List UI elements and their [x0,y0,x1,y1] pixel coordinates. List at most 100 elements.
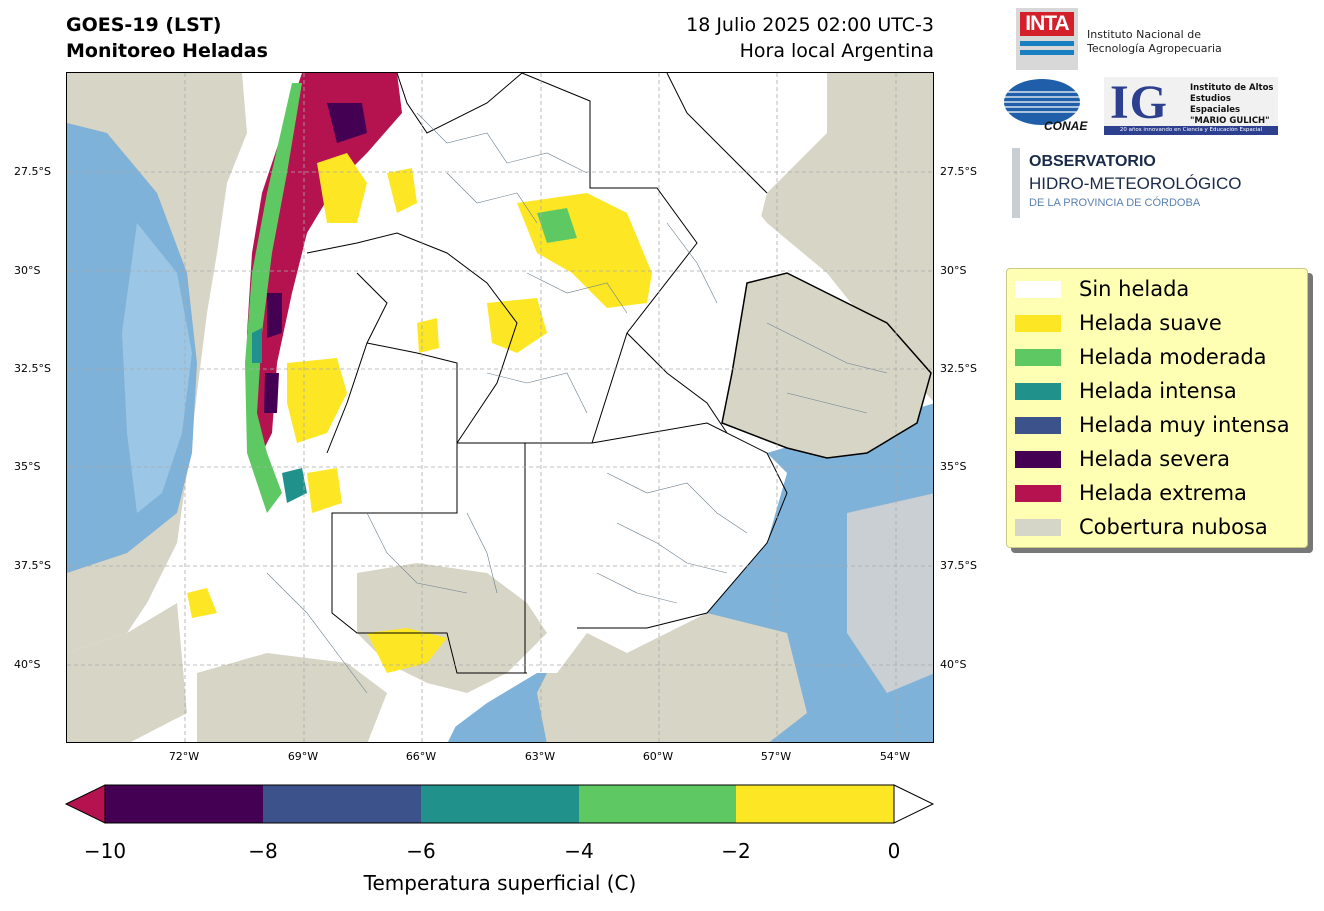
inta-name: Instituto Nacional de Tecnología Agropec… [1087,28,1222,56]
legend-item: Sin helada [1015,276,1189,302]
legend-swatch [1015,314,1061,332]
colorbar-tick: 0 [887,839,901,863]
inta-stripe [1020,41,1074,46]
legend-item: Helada severa [1015,446,1230,472]
conae-text: CONAE [1044,119,1088,132]
date-line: 18 Julio 2025 02:00 UTC-3 [686,14,934,36]
colorbar-segment [263,785,421,823]
ig-tagline: 20 años innovando en Ciencia y Educación… [1104,126,1278,135]
lat-label-left: 37.5°S [14,559,51,572]
south-clouds [197,653,387,742]
colorbar-segment [421,785,579,823]
colorbar-under-arrow [64,784,106,824]
lat-label-left: 32.5°S [14,362,51,375]
legend-label: Helada severa [1079,447,1230,471]
ig-text-line: "MARIO GULICH" [1190,116,1270,126]
lat-label-left: 40°S [14,658,41,671]
atlantic-water [447,403,933,742]
uruguay [721,272,932,459]
map-legend: Sin helada Helada suave Helada moderada … [1006,268,1308,548]
ig-text: Instituto de Altos Estudios Espaciales "… [1190,83,1278,127]
south-pacific-clouds [67,603,187,742]
colorbar-outline [104,784,895,824]
legend-item: Cobertura nubosa [1015,514,1268,540]
colorbar-segment [105,785,263,823]
legend-label: Helada moderada [1079,345,1267,369]
map-datetime: 18 Julio 2025 02:00 UTC-3 Hora local Arg… [686,12,934,64]
legend-swatch [1015,484,1061,502]
observatorio-title: OBSERVATORIO [1029,153,1156,170]
lat-label-right: 30°S [940,264,967,277]
mild-frost-south [187,588,447,673]
legend-item: Helada muy intensa [1015,412,1290,438]
province-borders [306,73,788,674]
legend-label: Helada extrema [1079,481,1247,505]
lat-label-left: 35°S [14,460,41,473]
legend-swatch [1015,518,1061,536]
colorbar-tick: −6 [406,839,436,863]
colorbar-tick: −10 [83,839,127,863]
lon-label: 54°W [879,750,911,763]
colorbar-segment [579,785,736,823]
legend-item: Helada suave [1015,310,1222,336]
lat-label-left: 30°S [14,264,41,277]
lon-label: 69°W [287,750,319,763]
colorbar-over-arrow [893,784,935,824]
map-gridlines [67,73,933,742]
legend-swatch [1015,280,1061,298]
colorbar-tick: −4 [564,839,594,863]
legend-swatch [1015,348,1061,366]
ig-logo: IG Instituto de Altos Estudios Espaciale… [1104,76,1278,135]
atlantic-clouds-east [847,493,933,693]
frost-map [66,72,934,743]
map-canvas [67,73,933,742]
conae-logo: CONAE [1004,78,1092,133]
legend-item: Helada extrema [1015,480,1247,506]
ig-text-line: Instituto de Altos [1190,83,1274,93]
atlantic-clouds-south [537,613,807,742]
observatorio-province: DE LA PROVINCIA DE CÓRDOBA [1029,197,1201,209]
mild-frost-north [537,208,577,243]
lon-label: 60°W [642,750,674,763]
lat-label-right: 35°S [940,460,967,473]
moderate-frost-band [245,83,302,513]
colorbar-segment [736,785,894,823]
legend-item: Helada intensa [1015,378,1237,404]
map-title: GOES-19 (LST) Monitoreo Heladas [66,12,268,64]
colorbar-label: Temperatura superficial (C) [363,871,637,895]
pacific-water-light [122,223,192,513]
ig-mark: IG [1110,76,1169,129]
department-borders [266,112,888,694]
lat-label-right: 37.5°S [940,559,977,572]
argentina-land [187,73,827,742]
mild-frost-nw [317,153,417,223]
lon-label: 66°W [405,750,437,763]
mild-frost-west [287,358,347,513]
ig-text-line: Estudios Espaciales [1190,94,1241,115]
title-line-2: Monitoreo Heladas [66,40,268,62]
colorbar [64,784,935,824]
lon-label: 72°W [168,750,200,763]
severe-frost-patches [264,103,367,413]
title-line-1: GOES-19 (LST) [66,14,222,36]
legend-swatch [1015,416,1061,434]
colorbar-tick: −2 [721,839,751,863]
legend-swatch [1015,382,1061,400]
legend-swatch [1015,450,1061,468]
legend-item: Helada moderada [1015,344,1267,370]
inta-stripe [1020,50,1074,55]
observatorio-bar [1012,148,1020,218]
lat-label-left: 27.5°S [14,165,51,178]
inta-mark: INTA [1020,12,1074,36]
legend-label: Helada intensa [1079,379,1237,403]
mild-frost-cordoba [417,298,547,353]
legend-label: Sin helada [1079,277,1190,301]
lat-label-right: 27.5°S [940,165,977,178]
observatorio-subtitle: HIDRO-METEOROLÓGICO [1029,174,1242,193]
lon-label: 57°W [760,750,792,763]
colorbar-tick: −8 [248,839,278,863]
local-time-line: Hora local Argentina [739,40,934,62]
legend-label: Cobertura nubosa [1079,515,1268,539]
inta-text-line: Instituto Nacional de [1087,28,1201,41]
legend-label: Helada suave [1079,311,1222,335]
